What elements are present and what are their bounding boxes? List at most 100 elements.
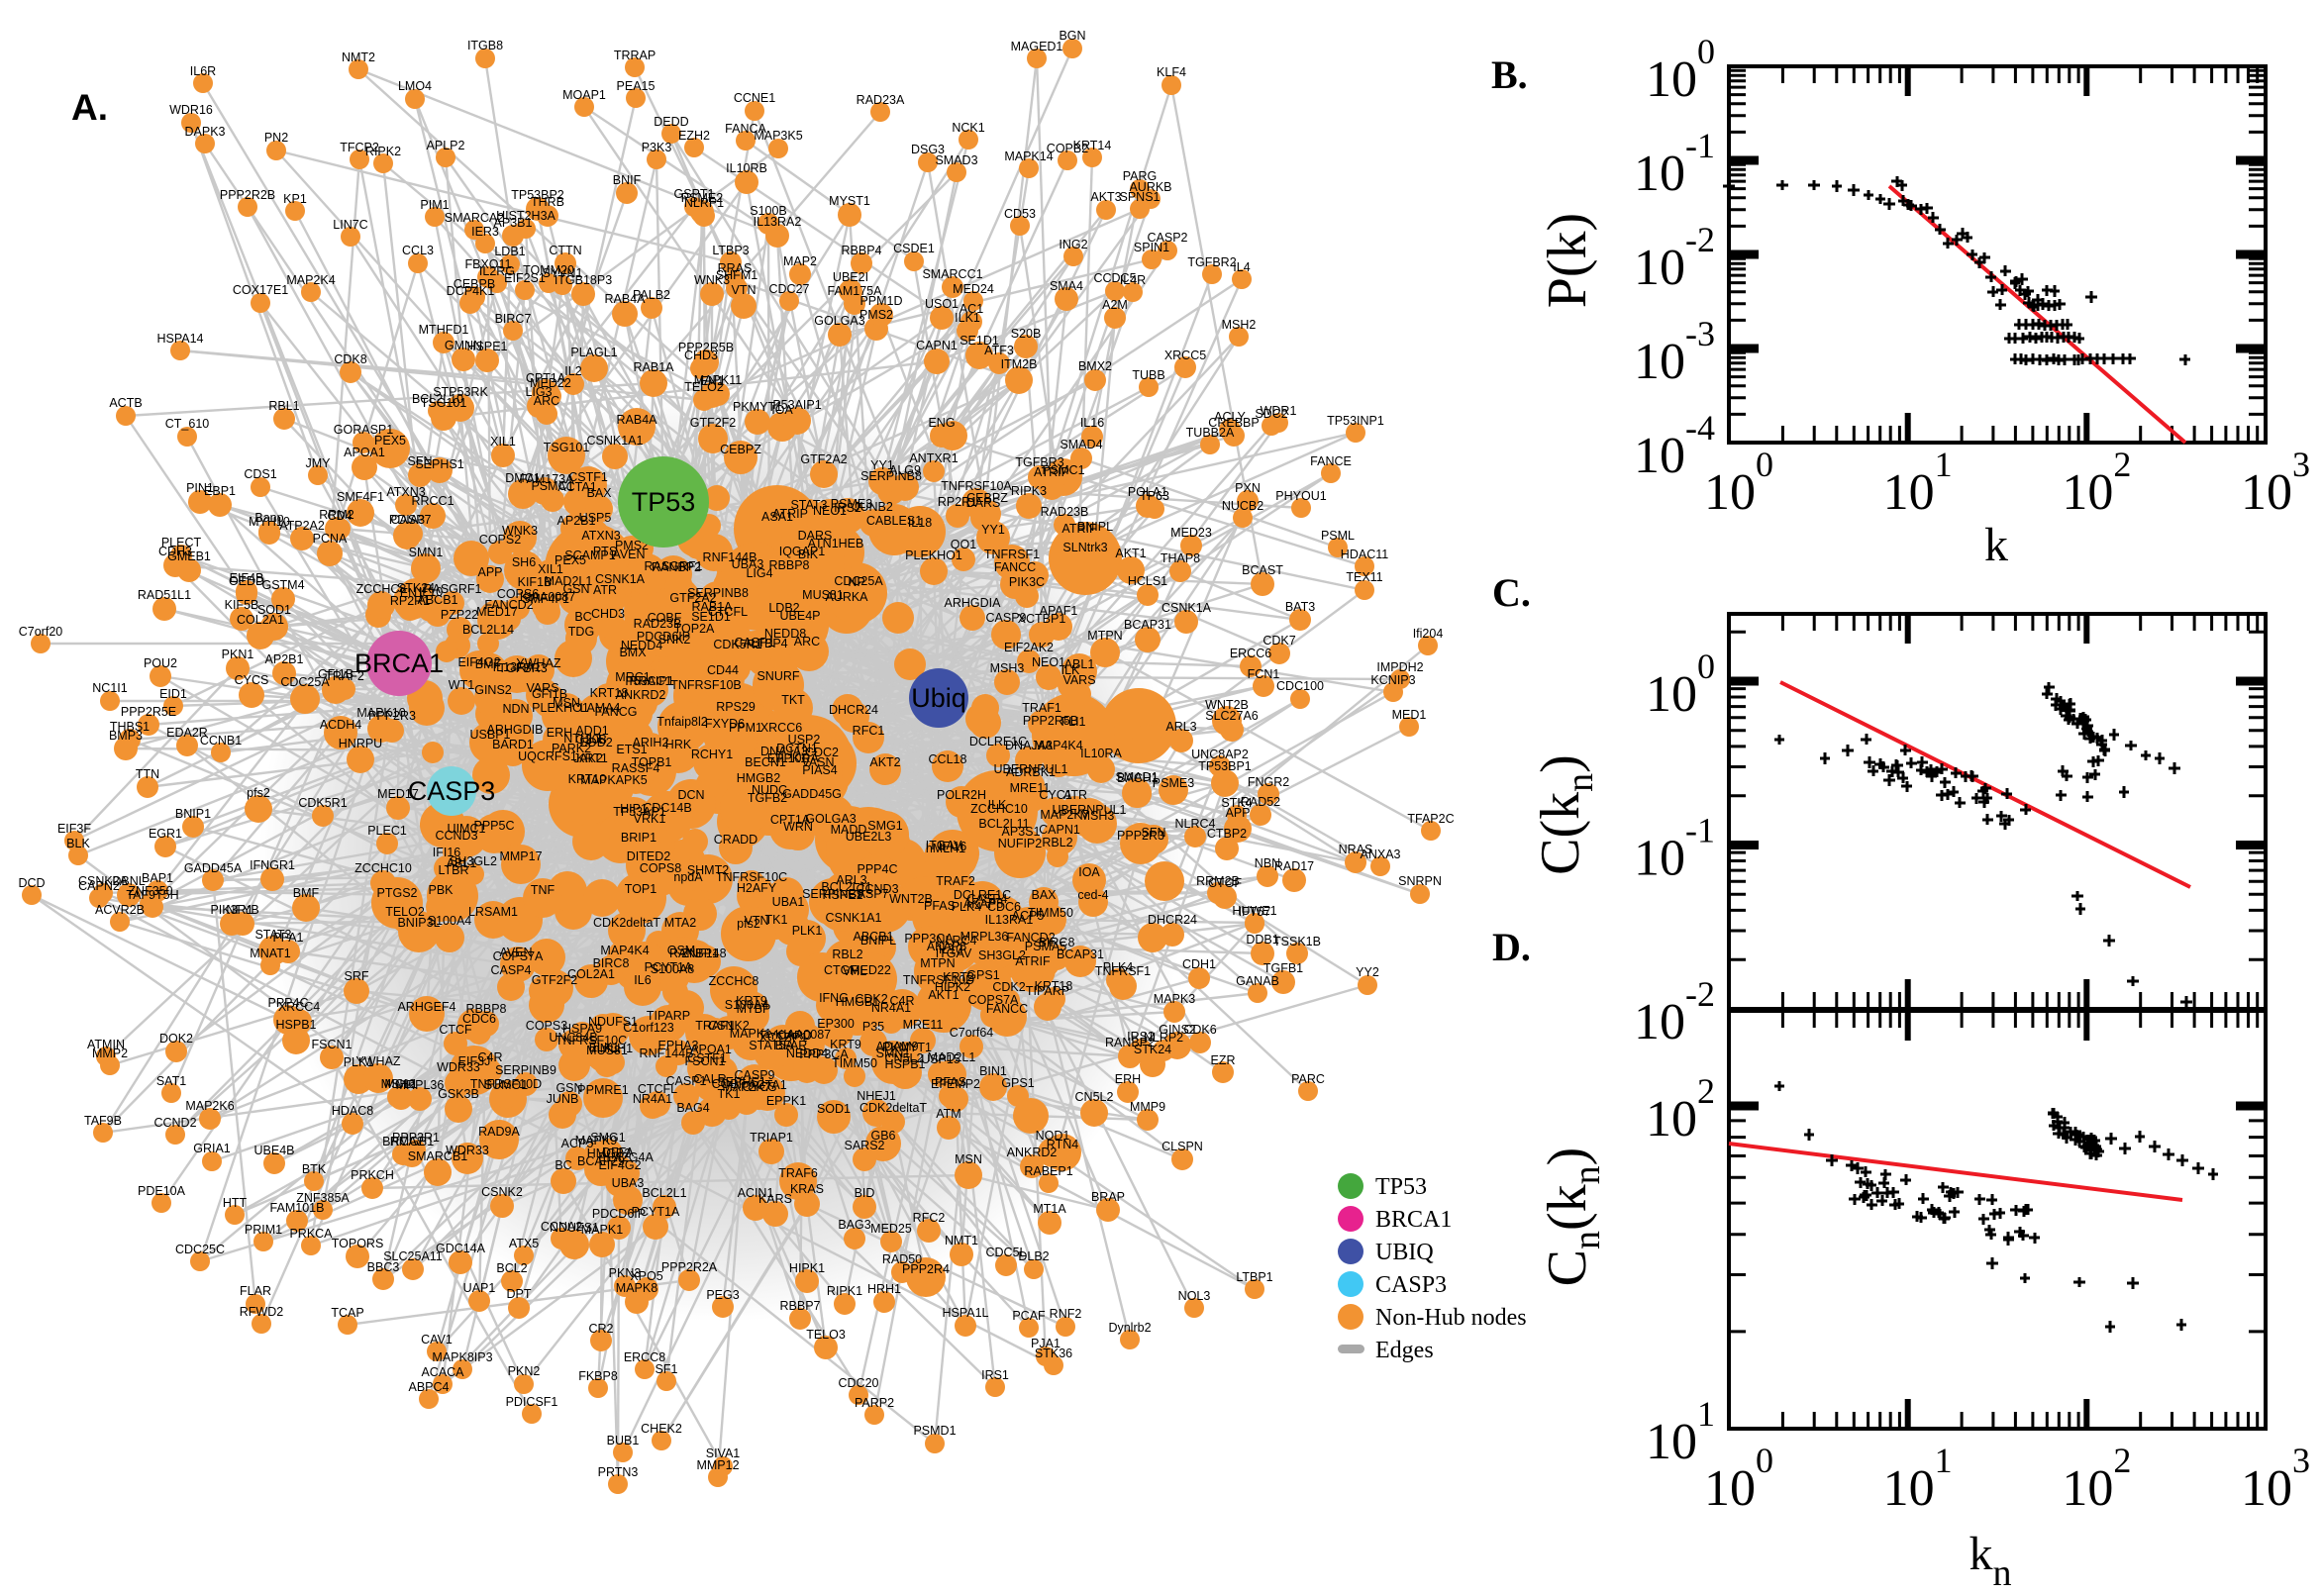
svg-text:GSPT1: GSPT1 [674, 187, 715, 201]
svg-text:BGN: BGN [1059, 29, 1085, 43]
svg-text:CDC20: CDC20 [839, 1376, 879, 1390]
svg-text:CCL3: CCL3 [402, 244, 434, 257]
svg-text:THAP8: THAP8 [1161, 551, 1200, 565]
svg-text:ATP2A2: ATP2A2 [279, 519, 325, 533]
svg-text:ZNF148: ZNF148 [681, 947, 726, 960]
svg-text:TSSK1B: TSSK1B [1273, 935, 1321, 948]
svg-text:TP53BP2: TP53BP2 [511, 188, 564, 202]
svg-text:APLP2: APLP2 [427, 139, 465, 152]
svg-text:CASP4: CASP4 [491, 963, 532, 977]
svg-text:MMP12: MMP12 [696, 1458, 739, 1472]
svg-text:PKN3: PKN3 [609, 1266, 642, 1280]
svg-text:YWHAZ: YWHAZ [355, 1054, 401, 1068]
svg-text:COL2A1: COL2A1 [237, 613, 284, 627]
svg-text:SOD1: SOD1 [817, 1102, 851, 1116]
svg-text:ING2: ING2 [1059, 238, 1087, 251]
svg-text:CCNE1: CCNE1 [734, 91, 775, 105]
svg-text:KLF4: KLF4 [1157, 65, 1186, 79]
svg-text:FSCN1: FSCN1 [685, 1054, 726, 1068]
svg-text:BMF: BMF [293, 886, 320, 900]
svg-text:ITGB8: ITGB8 [467, 39, 503, 52]
svg-text:NHEJ1: NHEJ1 [857, 1089, 896, 1103]
svg-text:CEBPZ: CEBPZ [966, 491, 1008, 505]
svg-text:ATF3: ATF3 [984, 344, 1014, 357]
svg-text:ERH: ERH [547, 726, 572, 740]
svg-text:TGFB1: TGFB1 [1263, 961, 1303, 975]
svg-text:MOAP1: MOAP1 [562, 88, 606, 102]
svg-text:AKT3: AKT3 [1090, 190, 1121, 204]
svg-text:TGFB2: TGFB2 [748, 791, 787, 805]
svg-text:PARC: PARC [1291, 1072, 1325, 1086]
svg-text:PZP22: PZP22 [441, 608, 478, 622]
svg-text:CDC5L: CDC5L [986, 1246, 1027, 1259]
svg-text:ACLY: ACLY [1214, 410, 1246, 424]
svg-text:P(k): P(k) [1537, 213, 1598, 308]
svg-text:RBBP8: RBBP8 [769, 558, 810, 572]
svg-text:ENG: ENG [928, 416, 955, 430]
svg-text:CDH1: CDH1 [1182, 957, 1216, 971]
svg-text:PPP3R1: PPP3R1 [392, 1131, 440, 1145]
svg-text:MAPK3: MAPK3 [1154, 992, 1195, 1006]
svg-text:RAB4A: RAB4A [617, 413, 658, 427]
svg-text:UBA1: UBA1 [772, 895, 805, 909]
svg-text:XRCC6: XRCC6 [760, 721, 802, 735]
svg-text:MRE11: MRE11 [1010, 781, 1051, 795]
svg-text:MTPN: MTPN [920, 956, 955, 970]
svg-text:FSCN1: FSCN1 [312, 1038, 353, 1051]
svg-text:NLRP2: NLRP2 [1144, 1031, 1183, 1045]
svg-text:LDB2: LDB2 [768, 601, 799, 615]
svg-text:MAP4K4: MAP4K4 [600, 944, 649, 957]
svg-text:BCL2L14: BCL2L14 [462, 623, 514, 637]
svg-text:HIST2H3A: HIST2H3A [496, 209, 556, 223]
svg-text:TCAP: TCAP [331, 1306, 363, 1320]
svg-text:BCL2L10: BCL2L10 [412, 392, 463, 406]
svg-text:SMARCC1: SMARCC1 [922, 267, 982, 281]
svg-text:BAX: BAX [1031, 888, 1057, 902]
svg-text:ABPC4: ABPC4 [409, 1380, 450, 1394]
svg-text:SNURF: SNURF [757, 669, 799, 683]
svg-text:IFI16: IFI16 [939, 840, 967, 853]
svg-text:FANCD2: FANCD2 [1006, 931, 1055, 945]
svg-text:TK1: TK1 [765, 913, 788, 927]
svg-text:IL6R: IL6R [190, 64, 216, 78]
svg-text:ARIH2: ARIH2 [633, 736, 669, 749]
svg-text:BCAP31: BCAP31 [1124, 618, 1171, 632]
svg-text:SH6: SH6 [512, 555, 536, 569]
svg-text:EIF2S1: EIF2S1 [504, 271, 546, 285]
svg-text:TNF: TNF [531, 883, 556, 897]
svg-text:MMP9: MMP9 [1130, 1100, 1165, 1114]
svg-text:BMX2: BMX2 [1078, 359, 1112, 373]
svg-text:NUFIP2: NUFIP2 [998, 837, 1043, 850]
svg-text:PLK4: PLK4 [1103, 960, 1134, 974]
svg-text:NDUFS1: NDUFS1 [588, 1015, 638, 1029]
svg-text:CDK2deltaT: CDK2deltaT [593, 916, 660, 930]
svg-text:PLEKHO1: PLEKHO1 [532, 701, 589, 715]
svg-text:GANAB: GANAB [1236, 974, 1279, 988]
svg-text:BAX: BAX [586, 486, 612, 500]
svg-text:MAP2K6: MAP2K6 [185, 1099, 234, 1113]
svg-text:CDC27: CDC27 [769, 282, 810, 296]
svg-text:PPP2R5E: PPP2R5E [121, 705, 176, 719]
svg-text:DSG3: DSG3 [911, 143, 945, 156]
svg-text:ZCCHC8: ZCCHC8 [709, 974, 759, 988]
svg-text:CALR: CALR [693, 1072, 726, 1086]
svg-text:DARS: DARS [798, 529, 833, 543]
svg-text:SUMO1: SUMO1 [484, 1078, 529, 1092]
svg-text:BCAP29: BCAP29 [577, 1154, 625, 1168]
svg-text:RBL2: RBL2 [832, 948, 862, 961]
svg-text:GINS2: GINS2 [474, 683, 512, 697]
svg-text:ced-4: ced-4 [1077, 888, 1108, 902]
svg-text:HSPE1: HSPE1 [823, 888, 863, 902]
svg-text:GPS1: GPS1 [966, 968, 999, 982]
svg-text:P35: P35 [862, 1020, 884, 1034]
svg-text:MAPK1: MAPK1 [581, 1223, 623, 1237]
svg-text:Dynlrb2: Dynlrb2 [1108, 1321, 1151, 1335]
svg-text:KCNIP3: KCNIP3 [1370, 673, 1415, 687]
svg-text:FAM175A: FAM175A [828, 284, 883, 298]
svg-text:CSTF1: CSTF1 [568, 470, 608, 484]
svg-text:EIF2AK2: EIF2AK2 [1004, 641, 1054, 654]
svg-text:SLC25A11: SLC25A11 [383, 1249, 443, 1263]
svg-text:TAF9T5H: TAF9T5H [126, 888, 178, 902]
svg-text:UBE2I: UBE2I [833, 270, 868, 284]
svg-text:SH3GL2: SH3GL2 [978, 948, 1026, 962]
